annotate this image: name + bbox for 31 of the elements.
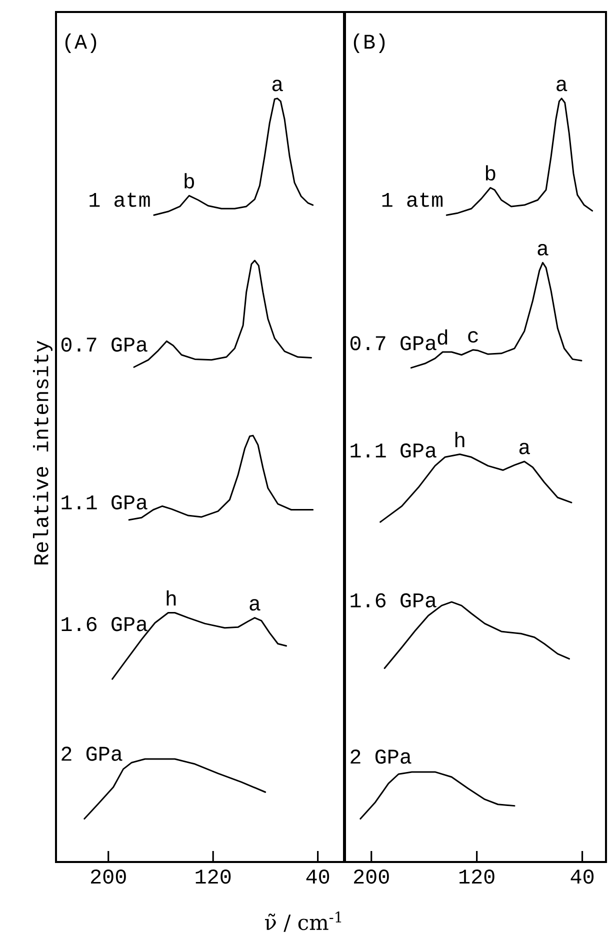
series-label: 1.6 GPa: [350, 593, 436, 608]
series-label: 1.1 GPa: [350, 443, 436, 458]
series-label: 1.6 GPa: [62, 617, 148, 632]
annotation: a: [250, 599, 260, 611]
annotation: a: [556, 80, 568, 92]
x-tick-label: 40: [306, 870, 330, 884]
series-label: 1.1 GPa: [62, 495, 148, 510]
annotation: a: [519, 442, 530, 454]
annotation: a: [538, 244, 548, 256]
series-label: 1 atm: [90, 192, 150, 207]
x-tick-label: 40: [570, 870, 594, 884]
x-tick-label: 120: [196, 870, 231, 884]
annotation: h: [166, 590, 176, 606]
x-tick-label: 200: [354, 870, 389, 884]
chart-title: (A): [65, 33, 96, 53]
x-tick-label: 200: [91, 870, 126, 884]
series-label: 1 atm: [382, 192, 443, 207]
x-axis-title: ν̃ / cm$^{-1}$: [265, 912, 342, 932]
annotation: a: [272, 80, 283, 92]
annotation: b: [184, 173, 194, 188]
annotation: b: [486, 165, 496, 181]
x-tick-label: 120: [460, 870, 494, 884]
series-label: 0.7 GPa: [61, 338, 148, 352]
annotation: d: [438, 329, 448, 345]
annotation: c: [468, 331, 478, 343]
series-label: 2 GPa: [62, 746, 122, 761]
y-axis-title: Relative intensity: [32, 340, 52, 564]
series-label: 0.7 GPa: [350, 336, 436, 350]
chart-title: (B): [354, 33, 385, 53]
annotation: h: [455, 432, 464, 448]
series-label: 2 GPa: [350, 750, 412, 764]
